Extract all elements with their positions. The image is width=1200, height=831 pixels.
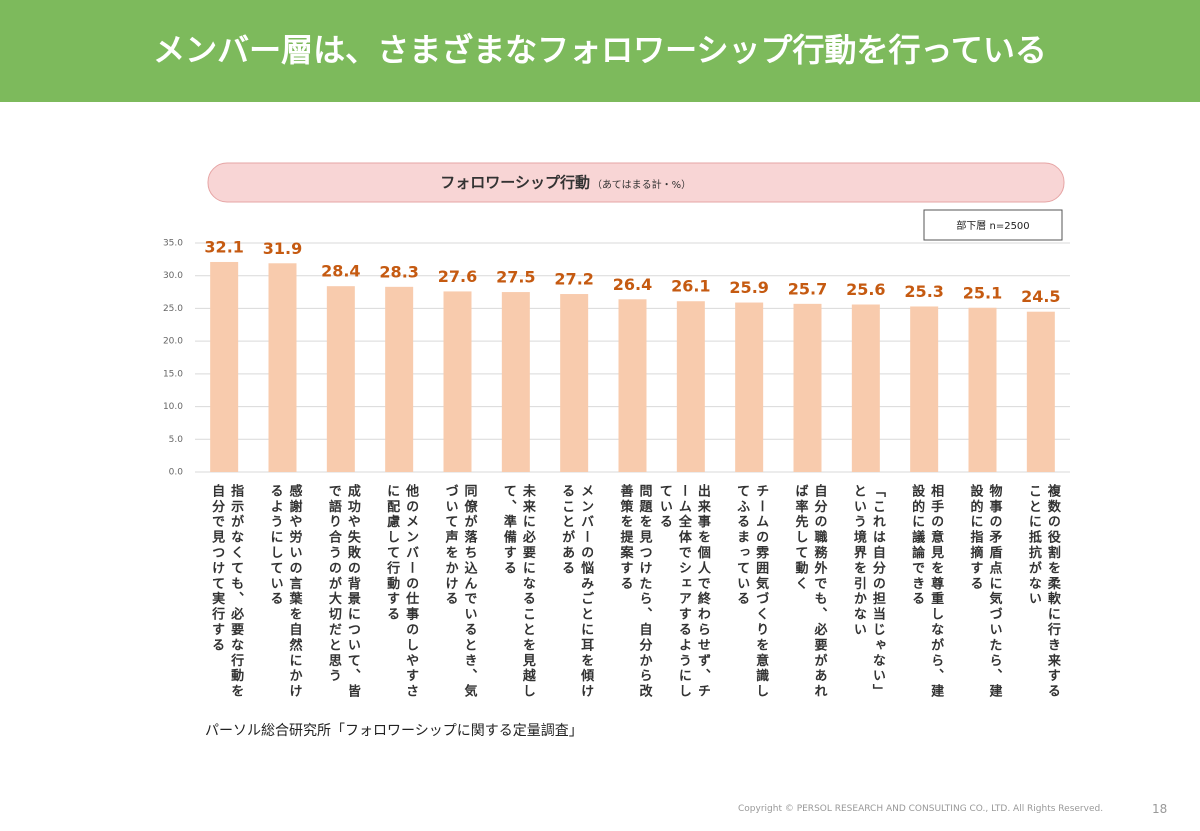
y-tick-label: 0.0 xyxy=(169,468,184,478)
y-tick-label: 20.0 xyxy=(163,337,183,347)
x-tick-label: 他のメンバーの仕事のしやすさに配慮して行動する xyxy=(384,484,419,700)
value-label: 28.4 xyxy=(321,262,360,281)
x-tick-label: 成功や失敗の背景について、皆で語り合うのが大切だと思う xyxy=(325,484,360,700)
y-tick-label: 30.0 xyxy=(163,271,183,281)
slide-title: メンバー層は、さまざまなフォロワーシップ行動を行っている xyxy=(0,0,1200,102)
bar xyxy=(210,261,239,472)
y-tick-label: 5.0 xyxy=(169,435,184,445)
value-label: 27.5 xyxy=(496,268,535,287)
bar xyxy=(443,291,472,472)
page-number: 18 xyxy=(1152,802,1168,816)
bar xyxy=(326,286,355,472)
x-tick-label: 問題を見つけたら、自分から改善策を提案する xyxy=(617,484,652,700)
value-label: 25.3 xyxy=(904,282,943,301)
source-note: パーソル総合研究所「フォロワーシップに関する定量調査」 xyxy=(205,723,583,739)
y-tick-label: 25.0 xyxy=(163,304,183,314)
bar xyxy=(560,294,589,472)
x-tick-label: メンバーの悩みごとに耳を傾けることがある xyxy=(559,484,594,700)
bar xyxy=(268,263,297,472)
x-tick-label: 未来に必要になることを見越して、準備する xyxy=(500,484,535,700)
chart-subtitle: （あてはまる計・%） xyxy=(592,178,691,191)
value-label: 24.5 xyxy=(1021,287,1060,306)
y-tick-label: 15.0 xyxy=(163,369,183,379)
chart-title: フォロワーシップ行動 xyxy=(440,174,590,192)
x-tick-label: チームの雰囲気づくりを意識してふるまっている xyxy=(734,484,769,700)
value-label: 27.2 xyxy=(554,270,593,289)
value-label: 25.9 xyxy=(729,278,768,297)
x-tick-label: 物事の矛盾点に気づいたら、建設的に指摘する xyxy=(967,484,1002,700)
x-tick-label: 感謝や労いの言葉を自然にかけるようにしている xyxy=(267,484,302,700)
bar xyxy=(676,301,705,472)
bar xyxy=(851,304,880,472)
x-tick-label: 同僚が落ち込んでいるとき、気づいて声をかける xyxy=(442,484,477,700)
value-label: 27.6 xyxy=(438,267,477,286)
value-label: 31.9 xyxy=(263,239,302,258)
value-label: 25.6 xyxy=(846,280,885,299)
copyright: Copyright © PERSOL RESEARCH AND CONSULTI… xyxy=(738,804,1104,814)
bar xyxy=(968,307,997,472)
x-tick-label: 自分の職務外でも、必要があれば率先して動く xyxy=(792,484,827,700)
bar xyxy=(910,306,939,472)
value-label: 28.3 xyxy=(379,262,418,281)
legend-box xyxy=(923,209,1063,241)
value-label: 25.1 xyxy=(963,283,1002,302)
x-tick-label: 「これは自分の担当じゃない」という境界を引かない xyxy=(850,484,885,700)
bar xyxy=(618,299,647,472)
value-label: 26.4 xyxy=(613,275,652,294)
x-tick-label: 指示がなくても、必要な行動を自分で見つけて実行する xyxy=(209,484,244,700)
bar xyxy=(501,292,530,472)
chart-header-box xyxy=(207,162,1065,203)
bar xyxy=(1026,311,1055,472)
y-tick-label: 10.0 xyxy=(163,402,183,412)
legend-entry: 部下層 n=2500 xyxy=(956,219,1029,232)
x-tick-label: 出来事を個人で終わらせず、チーム全体でシェアするようにしている xyxy=(656,484,710,700)
y-tick-label: 35.0 xyxy=(163,239,183,249)
bar xyxy=(385,286,414,472)
x-tick-label: 相手の意見を尊重しながら、建設的に議論できる xyxy=(909,484,944,700)
value-label: 25.7 xyxy=(788,279,827,298)
bar xyxy=(735,302,764,472)
bar xyxy=(793,303,822,472)
value-label: 26.1 xyxy=(671,277,710,296)
x-tick-label: 複数の役割を柔軟に行き来することに抵抗がない xyxy=(1025,484,1060,700)
value-label: 32.1 xyxy=(204,237,243,256)
